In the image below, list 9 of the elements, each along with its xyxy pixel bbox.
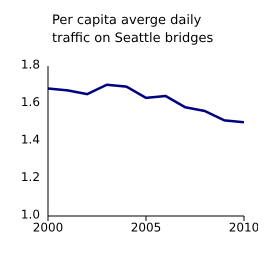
line-series	[48, 84, 244, 124]
y-tick-label: 1.4	[20, 132, 40, 147]
y-tick-label: 1.0	[20, 208, 40, 222]
y-tick-label: 1.2	[20, 170, 40, 184]
x-tick-label: 2005	[130, 220, 162, 235]
y-tick-label: 1.8	[20, 58, 40, 72]
y-tick-label: 1.6	[20, 95, 40, 110]
x-tick-label: 2000	[32, 220, 64, 235]
chart-title: Per capita averge daily traffic on Seattle bridges	[51, 12, 214, 48]
